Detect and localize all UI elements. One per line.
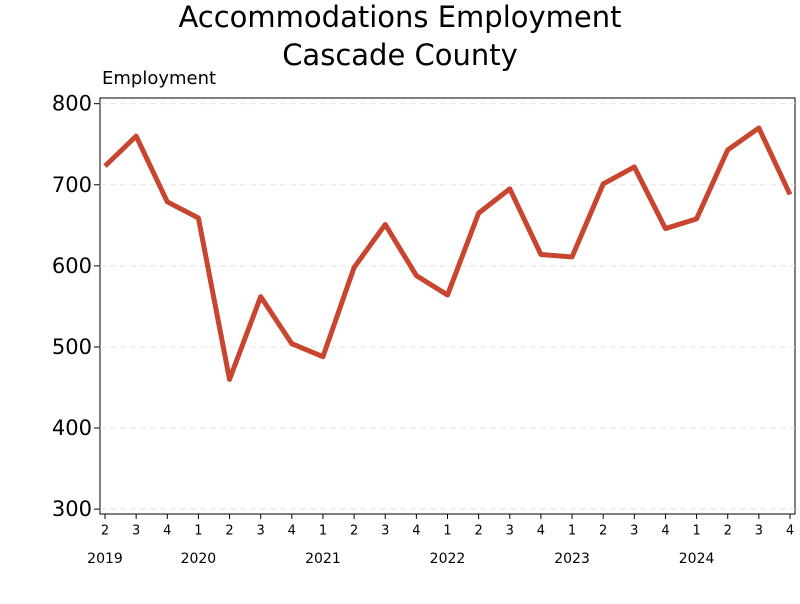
y-axis-label: Employment — [102, 68, 216, 89]
x-tick-label: 4 — [537, 524, 545, 539]
chart-subtitle: Cascade County — [282, 38, 518, 72]
x-tick-label: 3 — [257, 524, 265, 539]
y-tick-label: 600 — [52, 254, 92, 278]
x-group-label: 2021 — [305, 551, 341, 567]
y-tick-label: 500 — [52, 335, 92, 359]
x-tick-label: 2 — [101, 524, 109, 539]
data-line — [103, 125, 793, 382]
x-tick-label: 1 — [319, 524, 327, 539]
x-tick-label: 2 — [225, 524, 233, 539]
x-tick-label: 4 — [661, 524, 669, 539]
x-tick-label: 3 — [755, 524, 763, 539]
chart-title: Accommodations Employment — [178, 0, 621, 34]
x-tick-label: 2 — [474, 524, 482, 539]
x-tick-label: 4 — [412, 524, 420, 539]
x-tick-label: 2 — [724, 524, 732, 539]
x-tick-label: 3 — [381, 524, 389, 539]
x-tick-label: 1 — [692, 524, 700, 539]
x-tick-label: 2 — [599, 524, 607, 539]
x-tick-label: 3 — [506, 524, 514, 539]
y-tick-label: 300 — [52, 497, 92, 521]
x-tick-label: 4 — [786, 524, 794, 539]
y-tick-label: 800 — [52, 92, 92, 116]
x-tick-label: 3 — [132, 524, 140, 539]
x-tick-label: 1 — [443, 524, 451, 539]
x-tick-label: 3 — [630, 524, 638, 539]
x-tick-label: 1 — [568, 524, 576, 539]
x-tick-label: 1 — [194, 524, 202, 539]
x-group-label: 2022 — [430, 551, 466, 567]
x-tick-label: 4 — [163, 524, 171, 539]
x-group-label: 2019 — [87, 551, 123, 567]
x-group-label: 2020 — [181, 551, 217, 567]
plot-frame — [99, 97, 796, 515]
x-tick-label: 4 — [288, 524, 296, 539]
y-tick-label: 400 — [52, 416, 92, 440]
x-group-label: 2023 — [554, 551, 590, 567]
y-tick-label: 700 — [52, 173, 92, 197]
x-group-label: 2024 — [679, 551, 715, 567]
x-tick-label: 2 — [350, 524, 358, 539]
